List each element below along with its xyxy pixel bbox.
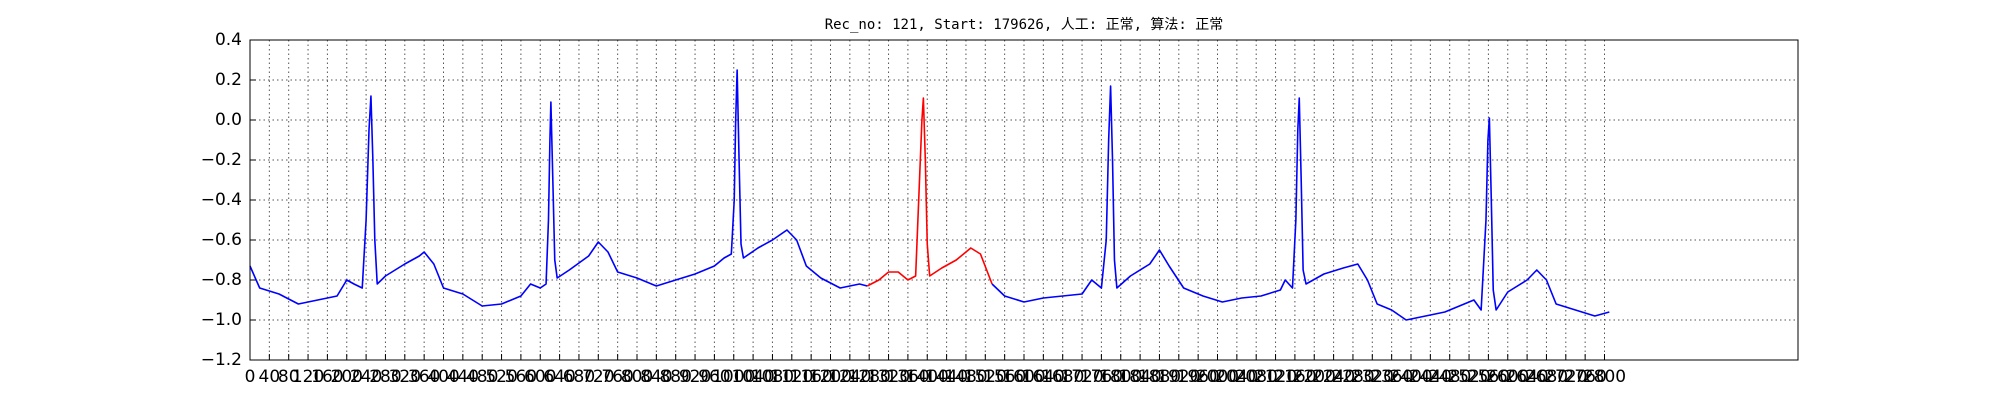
- x-tick-label: 1000: [712, 367, 755, 387]
- x-tick-label: 1600: [1002, 367, 1045, 387]
- x-tick-label: 2480: [1428, 367, 1471, 387]
- x-tick-label: 2360: [1370, 367, 1413, 387]
- x-tick-label: 1120: [770, 367, 813, 387]
- x-tick-label: 40: [259, 367, 281, 387]
- x-tick-label: 2720: [1544, 367, 1587, 387]
- x-tick-label: 1440: [925, 367, 968, 387]
- x-tick-label: 1800: [1099, 367, 1142, 387]
- y-tick-label: −0.4: [201, 190, 242, 210]
- x-tick-label: 80: [278, 367, 300, 387]
- y-tick-label: 0.0: [215, 110, 242, 130]
- x-tick-label: 400: [427, 367, 459, 387]
- series-line: [866, 97, 993, 287]
- x-tick-label: 160: [311, 367, 343, 387]
- y-tick-label: −0.6: [201, 230, 242, 250]
- y-tick-label: −1.2: [201, 350, 242, 370]
- x-tick-label: 2520: [1447, 367, 1490, 387]
- x-tick-label: 1680: [1041, 367, 1084, 387]
- x-tick-label: 2320: [1351, 367, 1394, 387]
- x-tick-label: 1560: [983, 367, 1026, 387]
- x-tick-label: 1520: [964, 367, 1007, 387]
- x-tick-label: 320: [389, 367, 421, 387]
- x-tick-label: 2240: [1312, 367, 1355, 387]
- y-tick-label: 0.4: [215, 30, 242, 50]
- x-tick-label: 2760: [1564, 367, 1607, 387]
- x-tick-label: 960: [698, 367, 730, 387]
- x-tick-label: 1840: [1118, 367, 1161, 387]
- x-tick-label: 0: [245, 367, 256, 387]
- x-tick-label: 1360: [886, 367, 929, 387]
- x-tick-label: 2640: [1505, 367, 1548, 387]
- x-tick-label: 840: [640, 367, 672, 387]
- x-tick-label: 1760: [1080, 367, 1123, 387]
- y-tick-label: −0.2: [201, 150, 242, 170]
- x-tick-label: 1880: [1138, 367, 1181, 387]
- x-tick-label: 120: [292, 367, 324, 387]
- x-tick-label: 1720: [1060, 367, 1103, 387]
- x-tick-label: 2040: [1215, 367, 1258, 387]
- x-tick-label: 1400: [906, 367, 949, 387]
- x-tick-label: 800: [621, 367, 653, 387]
- x-tick-label: 1160: [790, 367, 833, 387]
- x-tick-label: 2280: [1331, 367, 1374, 387]
- x-tick-label: 680: [563, 367, 595, 387]
- x-tick-label: 760: [601, 367, 633, 387]
- x-tick-label: 2000: [1196, 367, 1239, 387]
- y-tick-label: −0.8: [201, 270, 242, 290]
- x-tick-label: 1920: [1157, 367, 1200, 387]
- x-tick-label: 480: [466, 367, 498, 387]
- chart-title: Rec_no: 121, Start: 179626, 人工: 正常, 算法: …: [825, 17, 1224, 33]
- x-tick-label: 600: [524, 367, 556, 387]
- x-tick-label: 1040: [731, 367, 774, 387]
- x-tick-label: 440: [447, 367, 479, 387]
- x-tick-label: 240: [350, 367, 382, 387]
- series-line: [249, 69, 1610, 321]
- x-tick-label: 360: [408, 367, 440, 387]
- x-tick-label: 2800: [1583, 367, 1626, 387]
- x-tick-label: 720: [582, 367, 614, 387]
- x-tick-label: 560: [505, 367, 537, 387]
- x-tick-label: 2440: [1409, 367, 1452, 387]
- x-tick-label: 200: [331, 367, 363, 387]
- x-tick-label: 2080: [1235, 367, 1278, 387]
- x-tick-label: 2560: [1467, 367, 1510, 387]
- x-tick-label: 1320: [867, 367, 910, 387]
- x-tick-label: 1640: [1022, 367, 1065, 387]
- x-tick-label: 2160: [1273, 367, 1316, 387]
- x-tick-label: 1080: [751, 367, 794, 387]
- x-tick-label: 1960: [1177, 367, 1220, 387]
- x-tick-label: 2680: [1525, 367, 1568, 387]
- y-tick-label: −1.0: [201, 310, 242, 330]
- y-tick-label: 0.2: [215, 70, 242, 90]
- x-tick-label: 1200: [809, 367, 852, 387]
- plot-frame: [249, 39, 1799, 361]
- x-tick-label: 2200: [1293, 367, 1336, 387]
- x-tick-label: 880: [659, 367, 691, 387]
- x-tick-label: 1280: [848, 367, 891, 387]
- x-tick-label: 1480: [944, 367, 987, 387]
- x-tick-label: 280: [369, 367, 401, 387]
- x-tick-label: 920: [679, 367, 711, 387]
- x-tick-label: 640: [543, 367, 575, 387]
- x-tick-label: 1240: [828, 367, 871, 387]
- x-tick-label: 2400: [1389, 367, 1432, 387]
- x-tick-label: 2120: [1254, 367, 1297, 387]
- x-tick-label: 2600: [1486, 367, 1529, 387]
- x-tick-label: 520: [485, 367, 517, 387]
